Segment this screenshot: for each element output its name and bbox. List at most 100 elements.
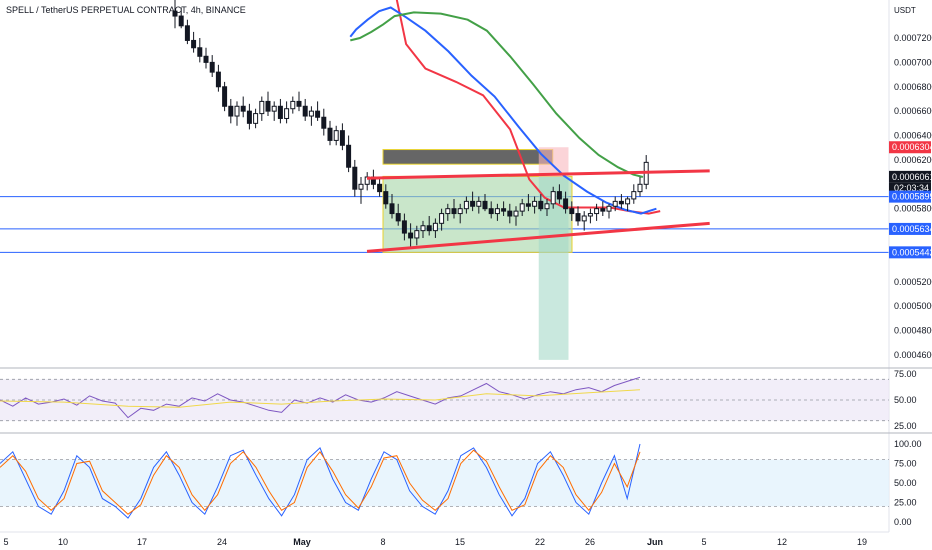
candle-body	[463, 200, 469, 210]
candle-body	[327, 127, 333, 141]
time-tick-label: 22	[535, 537, 545, 547]
candle-body	[222, 86, 228, 107]
candle-body	[358, 183, 364, 190]
candle-body	[346, 144, 352, 168]
candle-body	[352, 166, 358, 190]
stoch-line	[0, 443, 641, 519]
price-tag-label: 0.0005634	[892, 224, 932, 234]
candle-body	[575, 213, 581, 222]
time-tick-label: 5	[701, 537, 706, 547]
time-tick-label: Jun	[647, 537, 663, 547]
candle-body	[488, 208, 494, 215]
candle-body	[532, 200, 538, 207]
candle-body	[277, 105, 283, 119]
time-tick-label: 8	[380, 537, 385, 547]
stoch-tick-label: 100.00	[894, 439, 922, 449]
candle-body	[494, 208, 500, 215]
candle-body	[631, 191, 637, 200]
time-tick-label: 19	[857, 537, 867, 547]
candle-body	[445, 208, 451, 215]
rsi-tick-label: 50.00	[894, 395, 917, 405]
price-tag-label: 0.0006304	[892, 142, 932, 152]
zone-rect	[538, 147, 569, 177]
price-tag-label: 0.0006061	[892, 172, 932, 182]
candle-body	[271, 105, 277, 112]
candle-body	[618, 200, 624, 205]
time-axis-ticks[interactable]: 5 10 17 24 May 8 15 22 26 Jun 5 12 19	[3, 537, 867, 547]
price-tag-box	[889, 222, 931, 235]
moving-average-line	[350, 11, 644, 178]
candle-body	[550, 191, 556, 205]
candle-body	[581, 215, 587, 222]
stoch-tick-label: 50.00	[894, 478, 917, 488]
candle-body	[259, 100, 265, 115]
price-tag-sub-box	[889, 182, 931, 194]
candle-body	[569, 208, 575, 215]
candle-body	[519, 203, 525, 212]
price-tag-box	[889, 170, 931, 183]
rsi-pane[interactable]: 75.00 50.00 25.00	[0, 369, 917, 431]
price-tag-box	[889, 246, 931, 259]
candle-body	[321, 116, 327, 129]
stoch-tick-label: 25.00	[894, 498, 917, 508]
candle-body	[246, 110, 252, 124]
candle-body	[451, 208, 457, 215]
candle-body	[265, 100, 271, 112]
candle-body	[612, 200, 618, 207]
candle-body	[625, 198, 631, 205]
time-tick-label: 10	[58, 537, 68, 547]
candle-body	[228, 105, 234, 117]
candle-body	[383, 191, 389, 205]
candle-body	[395, 213, 401, 222]
candle-body	[501, 208, 507, 212]
candle-body	[389, 203, 395, 215]
rsi-tick-label: 75.00	[894, 369, 917, 379]
candle-body	[525, 203, 531, 207]
price-tag-label: 0.0005442	[892, 247, 932, 257]
time-tick-label: 5	[3, 537, 8, 547]
candle-body	[197, 47, 203, 57]
candle-body	[544, 203, 550, 210]
trendlines	[366, 169, 710, 253]
candle-body	[296, 100, 302, 107]
time-tick-label: 15	[455, 537, 465, 547]
candle-body	[308, 110, 314, 117]
price-tag-box	[889, 141, 931, 154]
chart-title: SPELL / TetherUS PERPETUAL CONTRACT, 4h,…	[6, 5, 246, 15]
rsi-line	[0, 389, 641, 408]
candle-body	[513, 210, 519, 217]
time-tick-label: 17	[137, 537, 147, 547]
candle-body	[470, 200, 476, 207]
candle-body	[339, 130, 345, 146]
candle-body	[600, 208, 606, 212]
stoch-tick-label: 75.00	[894, 459, 917, 469]
candle-body	[184, 25, 190, 41]
candle-body	[439, 213, 445, 224]
stoch-line	[0, 449, 641, 515]
candle-body	[556, 191, 562, 200]
candle-body	[414, 230, 420, 239]
stochastic-pane[interactable]: 100.00 75.00 50.00 25.00 0.00	[0, 439, 922, 527]
time-tick-label: 12	[777, 537, 787, 547]
candle-body	[178, 15, 184, 27]
candle-body	[637, 183, 643, 193]
stoch-band	[0, 459, 889, 507]
price-tag-box	[889, 190, 931, 203]
moving-average-line	[395, 0, 661, 215]
price-tag-sublabel: 02:03:34	[894, 183, 929, 193]
candle-body	[253, 113, 259, 124]
candle-body	[172, 10, 178, 17]
